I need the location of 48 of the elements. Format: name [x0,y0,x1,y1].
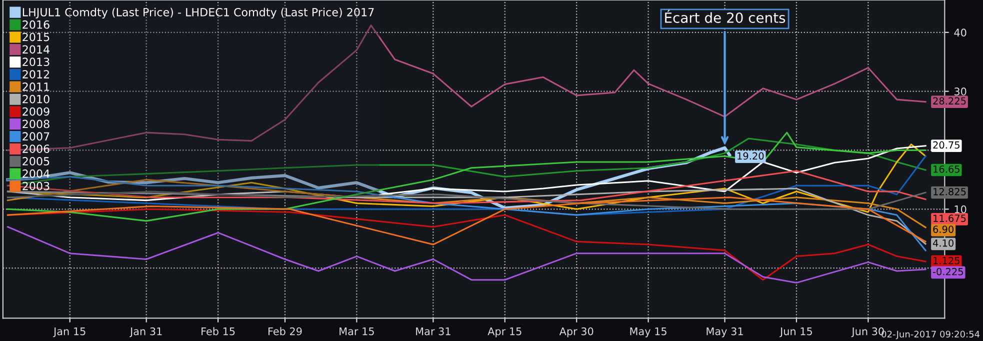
data-label: 12.825 [934,188,966,196]
legend-label: 2011 [22,82,50,91]
line-series [6,190,926,210]
data-label: 1.125 [934,256,960,264]
legend-label: 2007 [22,132,50,141]
legend-label: 2006 [22,144,50,153]
legend-label: 2010 [22,94,50,104]
legend-label: 2013 [22,58,50,66]
line-series [6,178,926,228]
legend-label: 2009 [22,107,50,116]
legend-label: 2005 [22,157,50,166]
x-tick-label: May 31 [706,327,743,338]
data-label: 4.10 [932,239,954,247]
x-tick-label: Jun 15 [780,328,812,338]
line-series [6,226,926,284]
legend-label: 2008 [22,120,50,128]
x-tick-label: Jun 30 [851,327,884,338]
legend-label: LHJUL1 Comdty (Last Price) - LHDEC1 Comdty (Last Price) 2017 [22,8,374,19]
line-series [6,196,926,246]
text: 02-Jun-2017 09:20:54 [882,330,980,340]
data-label: -0.225 [932,268,963,276]
line-series [6,132,926,222]
x-tick-label: Jan 31 [130,327,162,338]
legend-label: 2012 [22,70,49,78]
y-tick-label: 40 [954,28,966,37]
line-series [6,208,926,281]
x-tick-label: Apr 15 [488,328,522,338]
x-tick-label: Apr 30 [559,327,594,338]
x-tick-label: Mar 31 [416,327,450,336]
x-tick-label: Mar 15 [340,328,374,336]
y-tick-label: 10 [954,205,966,214]
y-tick-label: 30 [954,88,966,96]
legend-label: 2015 [22,32,50,42]
data-label: 16.65 [934,165,960,173]
x-tick-label: Feb 29 [268,327,302,336]
legend-label: 2014 [22,45,50,54]
data-label: 19.20 [738,152,764,160]
annotation: Écart de 20 cents [665,10,786,23]
data-label: 11.675 [934,214,966,222]
data-label: 6.90 [933,226,954,233]
x-tick-label: Jan 15 [53,328,86,338]
x-tick-label: Feb 15 [202,327,235,336]
legend-label: 2004 [22,169,50,178]
x-tick-label: May 15 [630,328,666,338]
data-label: 28.225 [933,97,966,105]
legend-label: 2016 [22,20,50,29]
line-series [6,170,926,204]
data-label: 20.75 [933,141,960,149]
